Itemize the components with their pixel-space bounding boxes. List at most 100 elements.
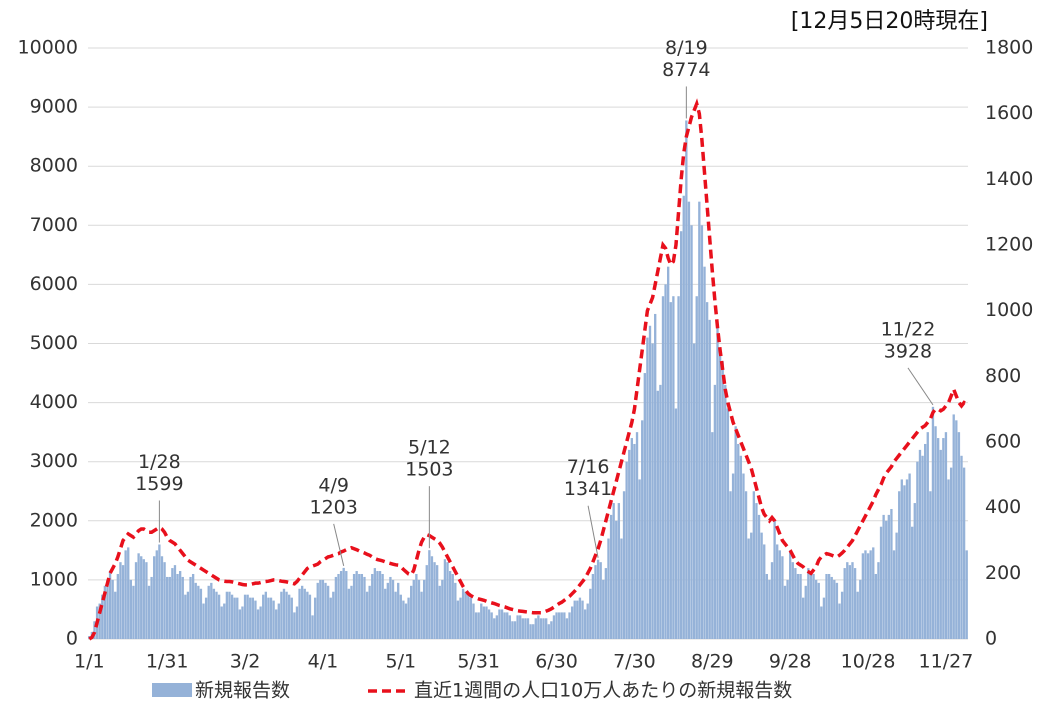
x-tick-label: 11/27 — [919, 651, 974, 673]
bar — [960, 455, 963, 639]
bar — [513, 621, 517, 639]
bar — [101, 594, 104, 639]
bar — [313, 597, 317, 639]
bar — [838, 603, 841, 639]
bar — [251, 597, 255, 639]
bar — [778, 550, 781, 639]
annotation-value: 1341 — [564, 478, 612, 500]
bar — [132, 585, 135, 639]
bar — [705, 302, 709, 639]
bar — [168, 576, 171, 639]
y2-tick-label: 1200 — [985, 234, 1033, 256]
y-tick-label: 1000 — [30, 568, 78, 590]
bar — [596, 559, 600, 639]
bar — [399, 594, 402, 639]
annotation-value: 3928 — [884, 340, 932, 362]
legend-label: 新規報告数 — [195, 680, 290, 702]
bar — [711, 432, 714, 639]
x-tick-label: 7/30 — [613, 651, 656, 673]
bar — [267, 597, 270, 639]
y-tick-label: 4000 — [30, 391, 78, 413]
bar — [352, 573, 356, 639]
bar — [114, 591, 117, 639]
bar — [739, 455, 743, 639]
bar — [534, 618, 537, 639]
annotation-label: 7/16 — [567, 456, 610, 478]
bar — [275, 609, 278, 639]
bar — [687, 201, 691, 639]
bar — [243, 594, 247, 639]
bar — [731, 473, 735, 639]
bar — [726, 408, 730, 639]
bar — [181, 576, 184, 639]
bar — [752, 491, 756, 639]
bar — [191, 573, 195, 639]
bar — [428, 550, 431, 639]
bar — [371, 573, 374, 639]
bar — [215, 591, 218, 639]
bar — [532, 624, 535, 639]
bar — [563, 612, 566, 639]
bar — [931, 406, 935, 639]
bar — [339, 571, 343, 639]
bar — [472, 603, 475, 639]
bar — [949, 467, 953, 639]
bar — [692, 343, 696, 639]
bar — [433, 562, 436, 639]
bar — [443, 559, 447, 639]
bar — [487, 609, 491, 639]
bar — [936, 438, 940, 639]
bar — [345, 571, 348, 639]
bar — [249, 597, 252, 639]
bar — [607, 538, 610, 639]
bar — [417, 579, 421, 639]
bar — [851, 562, 854, 639]
bar — [285, 591, 288, 639]
bar — [308, 594, 312, 639]
bar — [256, 609, 260, 639]
bar — [311, 615, 314, 639]
bar — [864, 550, 867, 639]
legend-label: 直近1週間の人口10万人あたりの新規報告数 — [414, 680, 792, 702]
bar — [877, 562, 880, 639]
y-tick-label: 9000 — [30, 96, 78, 118]
bar — [820, 606, 823, 639]
bar — [545, 618, 548, 639]
bar — [801, 597, 805, 639]
bar — [467, 594, 470, 639]
bar — [773, 520, 776, 639]
bar — [238, 609, 242, 639]
y-tick-label: 5000 — [30, 332, 78, 354]
bar — [934, 426, 937, 639]
annotation-label: 11/22 — [881, 318, 936, 340]
bar — [555, 612, 558, 639]
bar — [898, 491, 901, 639]
bar — [446, 562, 449, 639]
bar — [643, 373, 646, 639]
bar — [391, 579, 395, 639]
bar — [591, 573, 595, 639]
bar — [516, 615, 519, 639]
bar — [236, 597, 239, 639]
bar — [298, 588, 301, 639]
bar — [962, 467, 966, 639]
bar — [217, 594, 221, 639]
bar — [207, 585, 210, 639]
bar — [456, 600, 460, 639]
bar — [171, 568, 174, 639]
bar — [879, 526, 883, 639]
bar — [210, 582, 213, 639]
bar — [326, 585, 330, 639]
bar — [495, 615, 499, 639]
bar — [825, 573, 828, 639]
bar — [173, 565, 177, 639]
bar — [557, 612, 561, 639]
bar — [965, 550, 968, 639]
bar — [872, 547, 875, 639]
bar — [846, 562, 849, 639]
bar — [355, 571, 358, 639]
bar — [835, 582, 839, 639]
bar — [241, 606, 244, 639]
bar — [882, 514, 885, 639]
bar — [866, 553, 870, 639]
